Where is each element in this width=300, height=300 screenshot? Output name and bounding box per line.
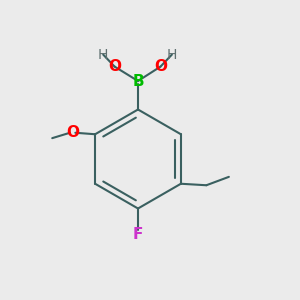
Text: H: H [98, 48, 108, 62]
Text: O: O [154, 59, 167, 74]
Text: O: O [66, 125, 79, 140]
Text: B: B [132, 74, 144, 88]
Text: H: H [167, 48, 177, 62]
Text: O: O [108, 59, 121, 74]
Text: F: F [133, 226, 143, 242]
